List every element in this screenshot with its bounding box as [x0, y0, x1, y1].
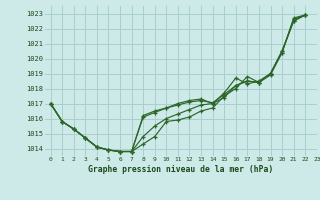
X-axis label: Graphe pression niveau de la mer (hPa): Graphe pression niveau de la mer (hPa)	[88, 165, 273, 174]
